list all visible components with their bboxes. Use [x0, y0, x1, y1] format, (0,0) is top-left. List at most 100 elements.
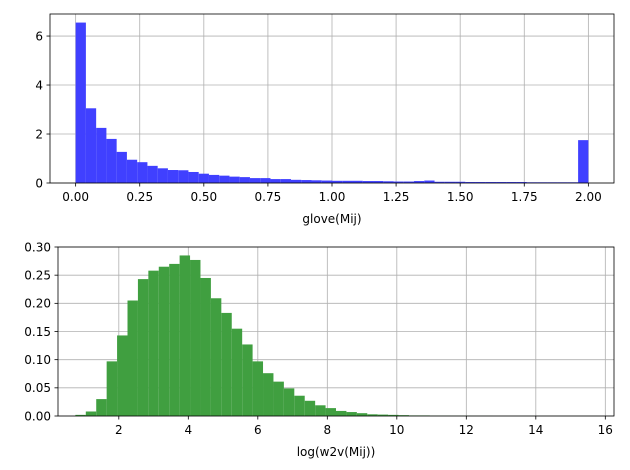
bottom-x-ticks: 2 4 6 8 10 12 14 16: [115, 416, 613, 437]
bottom-histogram-bar: [294, 395, 305, 416]
top-y-ticks: 0 2 4 6: [35, 29, 50, 190]
top-histogram-bar: [270, 179, 281, 183]
bottom-histogram-bar: [169, 263, 180, 416]
top-histogram-bar: [106, 138, 117, 183]
bottom-x-tick-label: 14: [528, 423, 543, 437]
bottom-x-tick-label: 16: [598, 423, 613, 437]
bottom-y-tick-label: 0.00: [24, 409, 51, 423]
bottom-y-ticks: 0.00 0.05 0.10 0.15 0.20 0.25 0.30: [24, 240, 58, 423]
top-histogram-bar: [219, 175, 230, 183]
top-histogram-bar: [362, 181, 374, 183]
top-histogram-bar: [311, 180, 322, 183]
bottom-x-axis-label: log(w2v(Mij)): [297, 445, 376, 459]
top-histogram-bar: [290, 179, 302, 183]
bottom-histogram-bar: [200, 277, 211, 416]
bottom-histogram-bar: [231, 328, 243, 416]
top-x-tick-label: 2.00: [575, 190, 602, 204]
top-histogram-bar: [403, 181, 415, 183]
top-x-tick-label: 0.25: [126, 190, 153, 204]
top-y-tick-label: 4: [35, 78, 43, 92]
top-y-tick-label: 0: [35, 176, 43, 190]
top-histogram-bar: [198, 173, 209, 183]
top-histogram-bar: [465, 182, 476, 183]
bottom-histogram-bar: [315, 405, 326, 416]
top-histogram-bar: [85, 108, 97, 183]
bottom-histogram-bar: [283, 388, 295, 416]
bottom-histogram-bar: [367, 414, 378, 416]
top-x-tick-label: 1.75: [511, 190, 538, 204]
top-histogram-bar: [137, 162, 148, 183]
top-histogram-bar: [147, 165, 158, 183]
bottom-x-tick-label: 10: [389, 423, 404, 437]
bottom-x-tick-label: 8: [323, 423, 331, 437]
top-y-tick-label: 2: [35, 127, 43, 141]
bottom-y-tick-label: 0.15: [24, 325, 51, 339]
bottom-histogram-bar: [304, 400, 316, 416]
top-x-tick-label: 0.75: [255, 190, 282, 204]
bottom-histogram-bar: [398, 415, 409, 416]
bottom-x-tick-label: 4: [184, 423, 192, 437]
top-histogram-bar: [332, 180, 343, 183]
top-histogram-bar: [321, 180, 332, 183]
top-x-tick-label: 1.25: [383, 190, 410, 204]
top-histogram-bar: [178, 170, 189, 183]
top-x-tick-label: 0.50: [190, 190, 217, 204]
top-histogram-bar: [280, 179, 291, 183]
top-histogram-bars: [75, 22, 589, 183]
bottom-histogram-bar: [210, 298, 222, 416]
top-histogram-bar: [444, 181, 456, 183]
bottom-y-tick-label: 0.20: [24, 297, 51, 311]
top-histogram-bar: [352, 180, 363, 183]
bottom-histogram-bar: [106, 361, 118, 416]
top-histogram-bar: [126, 159, 138, 183]
bottom-histogram-bar: [85, 411, 97, 416]
top-histogram-bar: [485, 182, 497, 183]
bottom-x-tick-label: 2: [115, 423, 123, 437]
bottom-histogram-bar: [388, 414, 399, 416]
bottom-histogram-bar: [221, 312, 232, 416]
top-histogram-bar: [249, 178, 261, 183]
bottom-histogram-bar: [96, 399, 107, 416]
bottom-histogram-bar: [346, 412, 357, 416]
top-histogram-bar: [342, 180, 353, 183]
top-histogram-bar: [414, 181, 425, 183]
bottom-histogram-bar: [75, 414, 86, 416]
top-histogram-bar: [188, 171, 199, 183]
top-histogram-panel: 0.00 0.25 0.50 0.75 1.00 1.25 1.50 1.75 2.00 0 2 4…: [35, 13, 615, 226]
bottom-x-tick-label: 6: [254, 423, 262, 437]
bottom-y-tick-label: 0.05: [24, 381, 51, 395]
top-histogram-bar: [301, 180, 312, 183]
top-histogram-bar: [393, 181, 404, 183]
top-histogram-bar: [229, 176, 240, 183]
bottom-histogram-bar: [252, 361, 264, 416]
bottom-histogram-bar: [158, 266, 170, 416]
top-gridlines: [50, 14, 614, 184]
top-histogram-bar: [496, 182, 507, 183]
top-x-axis-label: glove(Mij): [302, 212, 361, 226]
top-histogram-bar: [434, 181, 445, 183]
top-histogram-bar: [260, 178, 271, 183]
top-histogram-bar: [455, 181, 466, 183]
top-histogram-bar: [208, 174, 220, 183]
bottom-histogram-bar: [263, 373, 274, 416]
top-histogram-bar: [475, 182, 486, 183]
bottom-histogram-bar: [325, 408, 336, 416]
bottom-y-tick-label: 0.10: [24, 353, 51, 367]
bottom-y-tick-label: 0.25: [24, 268, 51, 282]
bottom-histogram-bar: [356, 413, 368, 416]
bottom-histogram-bar: [273, 381, 284, 416]
top-histogram-bar: [239, 177, 250, 183]
bottom-histogram-panel: 2 4 6 8 10 12 14 16 0.00 0.05 0.10 0.15 0.20 0.25 0.3…: [24, 240, 615, 459]
top-histogram-bar: [516, 182, 527, 183]
bottom-histogram-bar: [127, 300, 138, 416]
top-histogram-bar: [116, 151, 127, 183]
bottom-histogram-bars: [75, 255, 597, 416]
top-histogram-bar: [75, 22, 86, 183]
bottom-histogram-bar: [117, 335, 128, 416]
top-histogram-bar: [506, 182, 517, 183]
bottom-histogram-bar: [190, 259, 201, 416]
bottom-histogram-bar: [179, 255, 191, 416]
top-x-ticks: 0.00 0.25 0.50 0.75 1.00 1.25 1.50 1.75 2.00: [62, 183, 602, 204]
bottom-histogram-bar: [148, 270, 159, 416]
top-histogram-bar: [96, 127, 107, 183]
